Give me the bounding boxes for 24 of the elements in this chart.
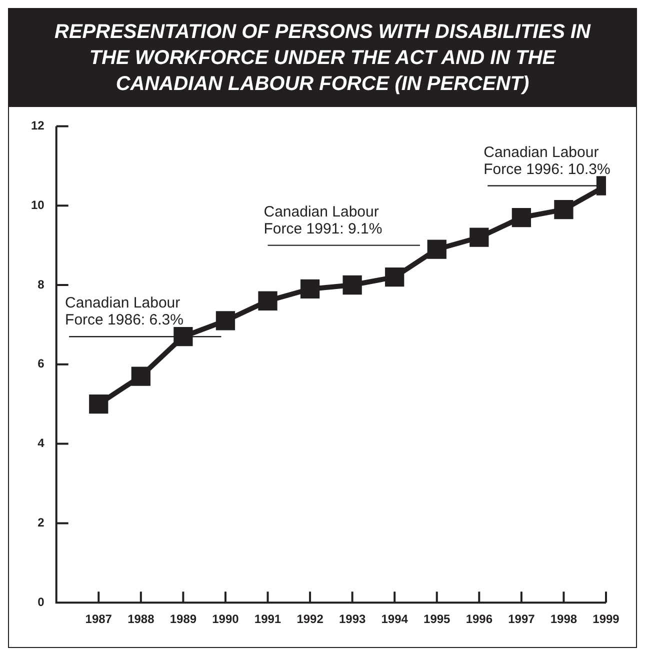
x-tick-label: 1993 xyxy=(338,612,366,626)
x-tick-label: 1990 xyxy=(212,612,240,626)
y-tick-label: 8 xyxy=(38,277,45,292)
x-tick-label: 1998 xyxy=(550,612,578,626)
x-tick-label: 1988 xyxy=(128,612,155,626)
x-tick-label: 1989 xyxy=(170,612,197,626)
x-tick-label: 1994 xyxy=(381,612,408,626)
x-tick-label: 1987 xyxy=(85,612,112,626)
y-tick-label: 2 xyxy=(38,516,45,530)
y-tick-label: 4 xyxy=(38,436,45,450)
x-tick-label: 1995 xyxy=(424,612,451,626)
annotation: Canadian Labour Force 1986: 6.3% xyxy=(65,294,184,329)
annotation: Canadian Labour Force 1996: 10.3% xyxy=(484,144,610,178)
x-tick-label: 1996 xyxy=(466,612,493,626)
y-tick-label: 0 xyxy=(38,594,45,609)
y-tick-label: 12 xyxy=(30,118,45,133)
y-tick-label: 6 xyxy=(38,356,45,371)
annotation: Canadian Labour Force 1991: 9.1% xyxy=(264,203,382,238)
x-tick-label: 1997 xyxy=(508,612,536,626)
x-tick-label: 1999 xyxy=(592,612,620,626)
y-tick-label: 10 xyxy=(30,198,45,212)
x-tick-label: 1992 xyxy=(296,612,324,626)
chart-title: REPRESENTATION OF PERSONS WITH DISABILITIES IN THE WORKFORCE UNDER THE ACT AND IN THE CANADIAN LABOUR FORCE (IN PERCENT) xyxy=(9,9,636,107)
x-tick-label: 1991 xyxy=(254,612,282,626)
